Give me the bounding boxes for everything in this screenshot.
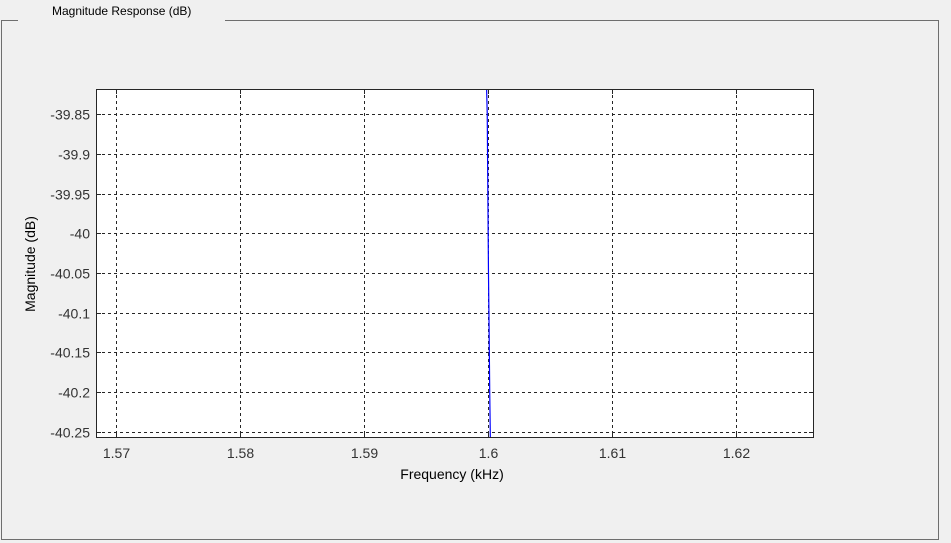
- plot-area: [96, 89, 814, 438]
- x-tick-label: 1.62: [723, 445, 750, 461]
- y-tick-label: -40.05: [50, 266, 90, 282]
- x-axis-label: Frequency (kHz): [400, 466, 503, 482]
- panel-title: Magnitude Response (dB): [18, 2, 226, 24]
- y-tick-label: -40: [70, 226, 90, 242]
- y-tick-label: -40.2: [58, 385, 90, 401]
- y-tick-label: -40.25: [50, 425, 90, 441]
- x-tick-label: 1.61: [599, 445, 626, 461]
- axes-frame: [96, 89, 814, 438]
- y-axis-label: Magnitude (dB): [22, 216, 38, 312]
- x-tick-label: 1.58: [227, 445, 254, 461]
- x-tick-label: 1.59: [351, 445, 378, 461]
- x-tick-label: 1.6: [479, 445, 499, 461]
- y-tick-label: -39.85: [50, 107, 90, 123]
- y-tick-label: -40.1: [58, 306, 90, 322]
- y-tick-label: -39.95: [50, 187, 90, 203]
- series-line: [486, 88, 491, 439]
- x-tick-label: 1.57: [103, 445, 130, 461]
- panel-border: [1, 20, 939, 540]
- y-tick-label: -40.15: [50, 345, 90, 361]
- y-tick-label: -39.9: [58, 147, 90, 163]
